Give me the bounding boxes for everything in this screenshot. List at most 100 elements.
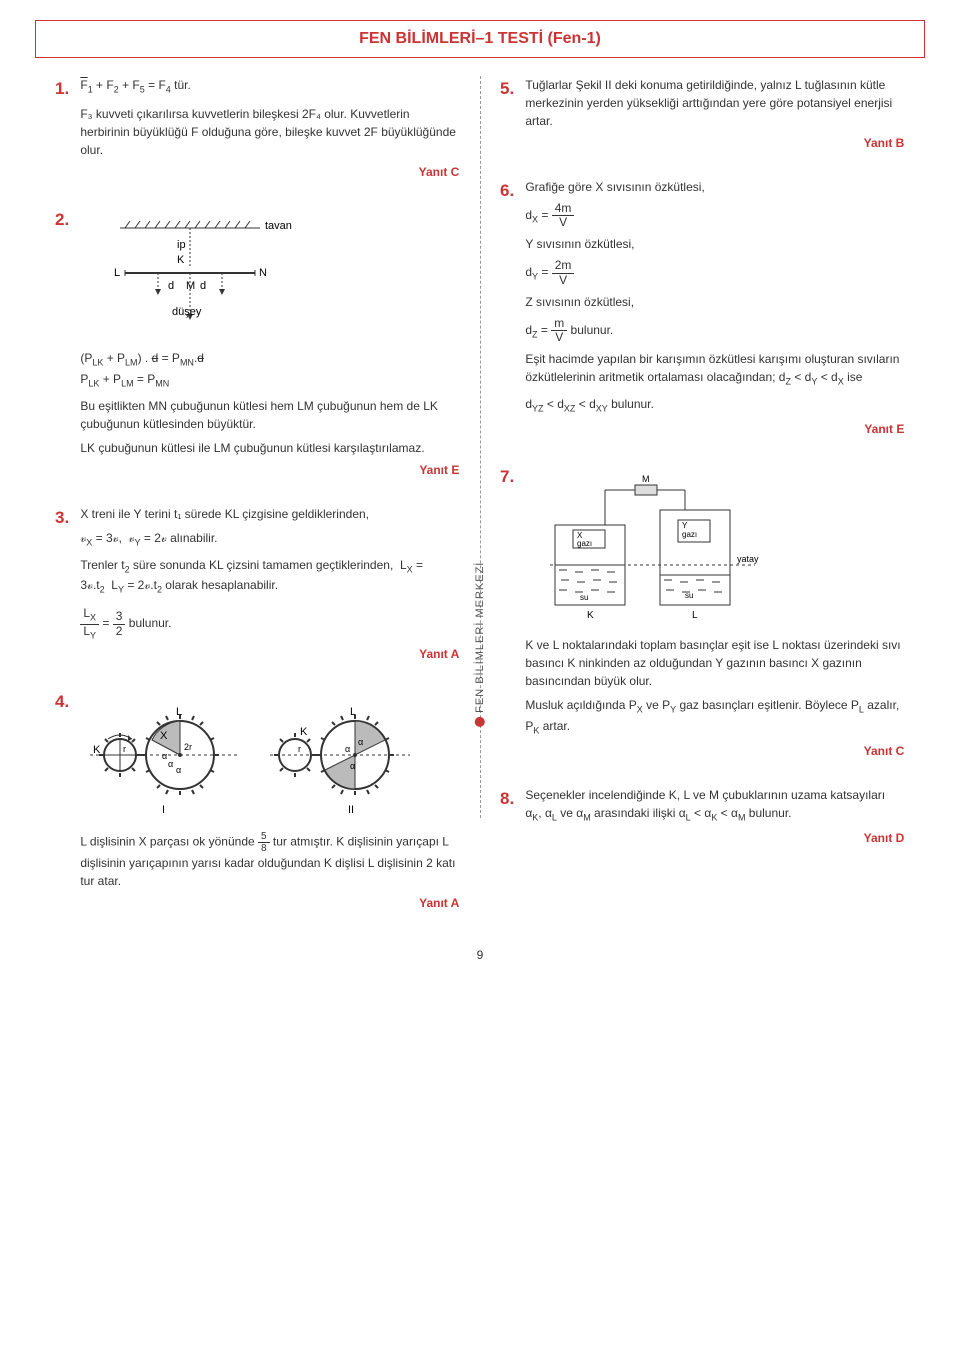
q6-answer: Yanıt E xyxy=(525,420,904,438)
svg-text:X: X xyxy=(160,730,168,742)
q3-ratio: LXLY = 32 bulunur. xyxy=(80,607,459,641)
m-label: M xyxy=(186,280,195,292)
q2-para1: Bu eşitlikten MN çubuğunun kütlesi hem L… xyxy=(80,397,459,433)
q1-body: F1 + F2 + F5 = F4 tür. F₃ kuvveti çıkarı… xyxy=(80,76,459,181)
ip-label: ip xyxy=(177,239,186,251)
q2-para2: LK çubuğunun kütlesi ile LM çubuğunun kü… xyxy=(80,439,459,457)
dxd: V xyxy=(552,216,575,229)
svg-text:gazı: gazı xyxy=(682,530,697,539)
svg-text:su: su xyxy=(580,593,588,602)
svg-text:α: α xyxy=(345,744,350,754)
q8-body: Seçenekler incelendiğinde K, L ve M çubu… xyxy=(525,786,904,847)
q8-number: 8. xyxy=(500,786,522,812)
dyd: V xyxy=(552,274,575,287)
question-7: 7. Xgazı su K Ygazı su L M yatay K ve L … xyxy=(500,464,905,760)
q3-answer: Yanıt A xyxy=(80,645,459,663)
q6-body: Grafiğe göre X sıvısının özkütlesi, dX =… xyxy=(525,178,904,438)
dusey-label: düşey xyxy=(172,306,202,318)
svg-text:L: L xyxy=(692,610,698,621)
svg-text:yatay: yatay xyxy=(737,554,759,564)
q4-para: L dişlisinin X parçası ok yönünde 58 tur… xyxy=(80,831,459,890)
q3-para1: X treni ile Y terini t₁ sürede KL çizgis… xyxy=(80,505,459,523)
svg-text:gazı: gazı xyxy=(577,539,592,548)
vec-f1: F xyxy=(80,78,87,92)
right-column: 5. Tuğlarlar Şekil II deki konuma getiri… xyxy=(480,76,925,938)
dza: bulunur. xyxy=(567,323,613,337)
dyn: 2m xyxy=(552,259,575,273)
q3-para2: Trenler t2 süre sonunda KL çizsini tamam… xyxy=(80,556,459,598)
svg-text:α: α xyxy=(358,737,363,747)
q5-body: Tuğlarlar Şekil II deki konuma getirildi… xyxy=(525,76,904,152)
q3-number: 3. xyxy=(55,505,77,531)
q3-body: X treni ile Y terini t₁ sürede KL çizgis… xyxy=(80,505,459,663)
document-page: FEN BİLİMLERİ–1 TESTİ (Fen-1) FEN BİLİML… xyxy=(0,0,960,984)
d1-label: d xyxy=(168,280,174,292)
page-title: FEN BİLİMLERİ–1 TESTİ (Fen-1) xyxy=(36,27,924,51)
left-column: 1. F1 + F2 + F5 = F4 tür. F₃ kuvveti çık… xyxy=(35,76,480,938)
svg-text:2r: 2r xyxy=(184,742,192,752)
dzn: m xyxy=(551,317,567,331)
q4-body: K r X 2r L ααα I r K ααα L II L dişlisin… xyxy=(80,689,459,912)
t3: = F xyxy=(145,78,166,92)
svg-text:r: r xyxy=(298,744,301,754)
svg-text:II: II xyxy=(348,804,354,816)
q2-body: tavan ip K L N d M d düşey (PLK + PLM) .… xyxy=(80,207,459,479)
q5-number: 5. xyxy=(500,76,522,102)
q4-number: 4. xyxy=(55,689,77,715)
q5-answer: Yanıt B xyxy=(525,134,904,152)
q7-number: 7. xyxy=(500,464,522,490)
q2-figure: tavan ip K L N d M d düşey xyxy=(80,213,459,343)
t4: tür. xyxy=(171,78,191,92)
q2-answer: Yanıt E xyxy=(80,461,459,479)
after: bulunur. xyxy=(129,616,172,630)
svg-text:K: K xyxy=(587,610,594,621)
q6-final: dYZ < dXZ < dXY bulunur. xyxy=(525,395,904,416)
dzd: V xyxy=(551,331,567,344)
q6-para: Eşit hacimde yapılan bir karışımın özküt… xyxy=(525,350,904,389)
q6-dx: dX = 4mV xyxy=(525,202,904,229)
q6-intro: Grafiğe göre X sıvısının özkütlesi, xyxy=(525,178,904,196)
rn: 3 xyxy=(113,610,126,624)
q6-y: Y sıvısının özkütlesi, xyxy=(525,235,904,253)
title-border: FEN BİLİMLERİ–1 TESTİ (Fen-1) xyxy=(35,20,925,58)
q7-para1: K ve L noktalarındaki toplam basınçlar e… xyxy=(525,636,904,690)
q6-z: Z sıvısının özkütlesi, xyxy=(525,293,904,311)
t1: + F xyxy=(93,78,114,92)
eq-sign: = xyxy=(102,616,112,630)
q7-para2: Musluk açıldığında PX ve PY gaz basınçla… xyxy=(525,696,904,738)
q1-number: 1. xyxy=(55,76,77,102)
q7-body: Xgazı su K Ygazı su L M yatay K ve L nok… xyxy=(525,464,904,760)
q1-para: F₃ kuvveti çıkarılırsa kuvvetlerin bileş… xyxy=(80,105,459,159)
svg-text:K: K xyxy=(300,726,308,738)
l-label: L xyxy=(114,267,120,279)
svg-text:α: α xyxy=(350,761,355,771)
svg-text:Y: Y xyxy=(682,521,688,530)
q6-dz: dZ = mV bulunur. xyxy=(525,317,904,344)
q2-number: 2. xyxy=(55,207,77,233)
question-6: 6. Grafiğe göre X sıvısının özkütlesi, d… xyxy=(500,178,905,438)
q7-answer: Yanıt C xyxy=(525,742,904,760)
svg-text:su: su xyxy=(685,591,693,600)
question-4: 4. K r X 2r L ααα I r K ααα L II L dişli… xyxy=(55,689,460,912)
q8-answer: Yanıt D xyxy=(525,829,904,847)
svg-text:L: L xyxy=(350,706,356,718)
question-2: 2. tavan ip K L N d M d düşey (PLK + PLM… xyxy=(55,207,460,479)
svg-text:α: α xyxy=(162,751,167,761)
svg-text:K: K xyxy=(93,744,101,756)
q4-answer: Yanıt A xyxy=(80,894,459,912)
q5-para: Tuğlarlar Şekil II deki konuma getirildi… xyxy=(525,76,904,130)
k-label: K xyxy=(177,254,185,266)
q2-eq1: (PLK + PLM) . d = PMN.d xyxy=(80,349,459,370)
svg-text:α: α xyxy=(176,765,181,775)
svg-text:α: α xyxy=(168,759,173,769)
svg-text:M: M xyxy=(642,474,650,484)
svg-text:I: I xyxy=(162,804,165,816)
question-8: 8. Seçenekler incelendiğinde K, L ve M ç… xyxy=(500,786,905,847)
q6-number: 6. xyxy=(500,178,522,204)
page-number: 9 xyxy=(35,946,925,964)
q6-dy: dY = 2mV xyxy=(525,259,904,286)
rd: 2 xyxy=(113,625,126,638)
dxn: 4m xyxy=(552,202,575,216)
t2: + F xyxy=(119,78,140,92)
svg-text:L: L xyxy=(176,706,182,718)
